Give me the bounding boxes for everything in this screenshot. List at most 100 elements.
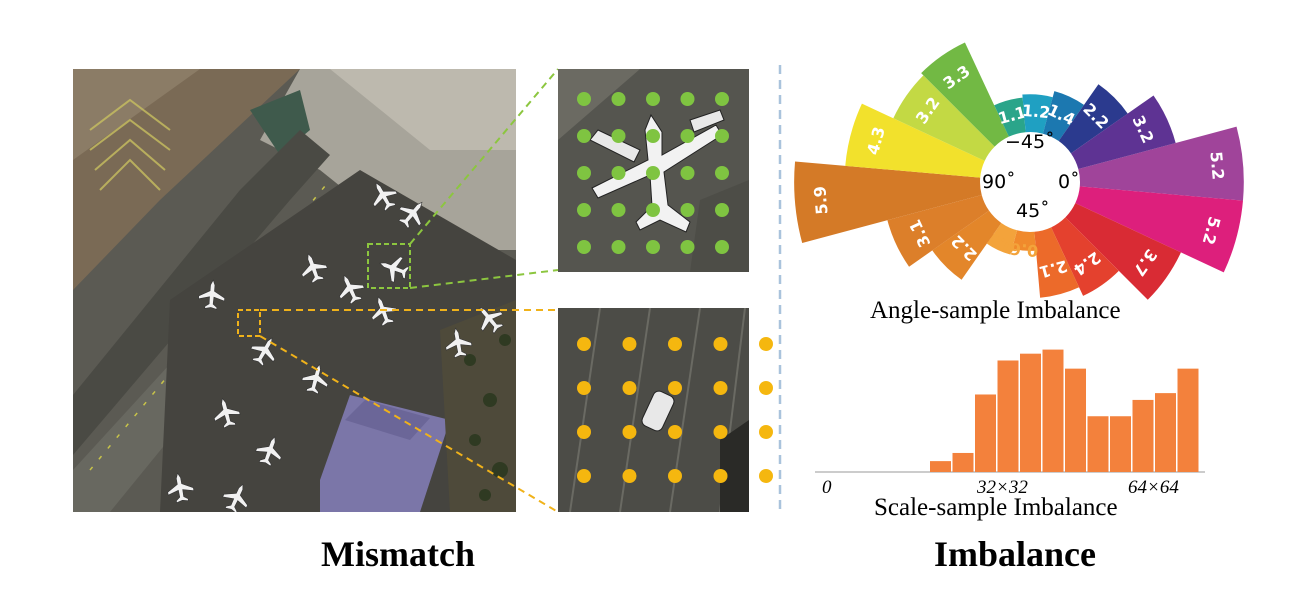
orange-sample-point (577, 337, 591, 351)
rose-sector (1065, 203, 1181, 300)
green-sample-point (577, 92, 591, 106)
green-sample-point (611, 129, 626, 143)
rose-center (981, 133, 1079, 231)
orange-highlight-box (237, 309, 261, 337)
histogram-bar (1132, 399, 1154, 472)
orange-sample-point (577, 425, 591, 439)
green-sample-point (680, 166, 695, 180)
histogram-bar (1155, 393, 1176, 472)
green-sample-point (715, 166, 729, 180)
orange-sample-point (577, 469, 591, 483)
green-sample-point (715, 92, 729, 106)
zoom-connectors (259, 68, 559, 513)
green-sample-point (680, 240, 695, 254)
orange-sample-point (759, 381, 773, 395)
green-sample-point (680, 203, 695, 217)
angle-rose-chart: 5.25.23.72.42.10.60.82.23.15.94.33.23.31… (794, 42, 1244, 300)
orange-sample-point (622, 337, 637, 351)
histogram-bar (1042, 349, 1064, 472)
orange-sample-point (713, 337, 728, 351)
green-sample-point (577, 166, 591, 180)
green-sample-grid (577, 92, 729, 254)
rose-sector (1012, 230, 1037, 251)
orange-sample-point (759, 425, 773, 439)
rose-sector-label: 0.6 (1009, 239, 1039, 260)
orange-sample-point (622, 425, 637, 439)
green-sample-point (611, 203, 626, 217)
histogram-bar (975, 394, 996, 472)
orange-sample-point (668, 381, 682, 395)
histogram-bar (1020, 353, 1041, 472)
scale-chart-caption: Scale-sample Imbalance (874, 494, 1118, 521)
green-sample-point (680, 92, 695, 106)
scale-tick-32: 32×32 (977, 477, 1028, 498)
rose-label-top: −45˚ (1005, 131, 1055, 153)
green-sample-point (646, 203, 660, 217)
green-sample-point (715, 203, 729, 217)
orange-sample-point (713, 469, 728, 483)
rose-sector (794, 161, 982, 244)
orange-sample-point (622, 381, 637, 395)
histogram-bar (1087, 416, 1109, 472)
rose-sector (921, 42, 1009, 147)
green-sample-point (715, 129, 729, 143)
green-sample-point (577, 203, 591, 217)
rose-sector-label: 1.2 (1021, 101, 1051, 122)
orange-sample-point (713, 381, 728, 395)
histogram-bar (952, 452, 974, 472)
rose-sector (986, 222, 1018, 255)
orange-sample-point (577, 381, 591, 395)
orange-sample-point (759, 469, 773, 483)
rose-sector (1070, 95, 1176, 170)
green-sample-point (611, 92, 626, 106)
orange-sample-point (713, 425, 728, 439)
mismatch-caption: Mismatch (321, 534, 475, 574)
green-sample-point (646, 92, 660, 106)
rose-sector (1034, 227, 1080, 298)
histogram-bar (1110, 416, 1131, 472)
rose-sector-label: 5.9 (810, 185, 831, 215)
rose-sector (887, 194, 990, 267)
green-sample-point (715, 240, 729, 254)
rose-sector (893, 75, 995, 161)
rose-sector (1075, 186, 1243, 273)
green-sample-point (611, 166, 626, 180)
green-sample-point (646, 166, 660, 180)
orange-sample-grid (577, 337, 773, 483)
histogram-bar (1065, 368, 1086, 472)
rose-sector (1058, 84, 1128, 154)
angle-chart-caption: Angle-sample Imbalance (870, 297, 1121, 324)
rose-sector-label: 5.2 (1206, 151, 1227, 181)
rose-label-left: 90˚ (982, 171, 1016, 193)
rose-sector (1042, 91, 1084, 142)
histogram-bar (1177, 368, 1199, 472)
rose-sector (1078, 126, 1244, 201)
rose-sector (994, 97, 1026, 137)
rose-sector (1022, 94, 1053, 134)
orange-sample-point (668, 337, 682, 351)
orange-sample-point (668, 469, 682, 483)
green-sample-point (577, 240, 591, 254)
rose-label-right: 0˚ (1058, 171, 1080, 193)
scale-histogram (815, 349, 1205, 473)
orange-sample-point (622, 469, 637, 483)
green-sample-point (680, 129, 695, 143)
rose-label-bottom: 45˚ (1016, 200, 1050, 222)
scale-tick-64: 64×64 (1128, 477, 1179, 498)
green-sample-point (646, 129, 660, 143)
green-sample-point (646, 240, 660, 254)
rose-sector (1051, 217, 1119, 296)
histogram-bar (930, 461, 951, 472)
rose-sector (932, 210, 1002, 280)
imbalance-caption: Imbalance (934, 534, 1096, 574)
scale-tick-0: 0 (822, 477, 832, 498)
rose-sector (845, 103, 985, 178)
histogram-bar (997, 360, 1019, 472)
green-highlight-box (367, 243, 411, 289)
green-sample-point (611, 240, 626, 254)
orange-sample-point (668, 425, 682, 439)
orange-sample-point (759, 337, 773, 351)
green-sample-point (577, 129, 591, 143)
aerial-airport-image (73, 69, 516, 512)
